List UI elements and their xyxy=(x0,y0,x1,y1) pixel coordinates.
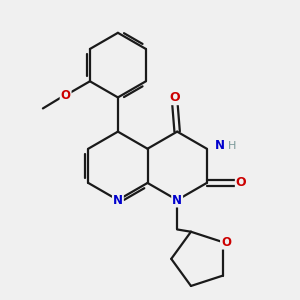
Text: O: O xyxy=(221,236,231,249)
Text: H: H xyxy=(227,141,236,151)
Text: O: O xyxy=(236,176,247,189)
Text: N: N xyxy=(113,194,123,206)
Text: N: N xyxy=(172,194,182,206)
Text: N: N xyxy=(214,139,224,152)
Text: O: O xyxy=(61,89,70,102)
Text: O: O xyxy=(169,91,180,104)
